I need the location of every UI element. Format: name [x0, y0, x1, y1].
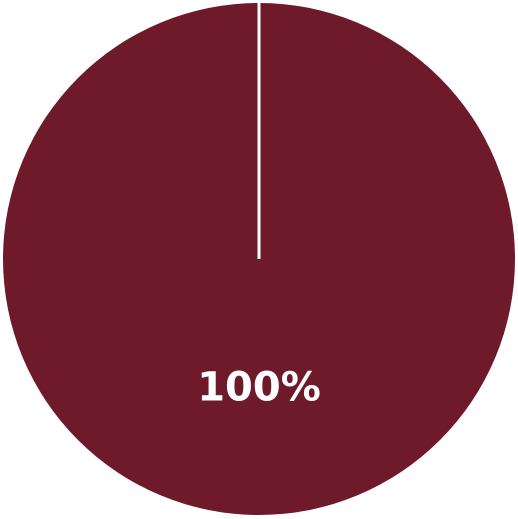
pie-slice-label-1: 100% [197, 365, 321, 411]
